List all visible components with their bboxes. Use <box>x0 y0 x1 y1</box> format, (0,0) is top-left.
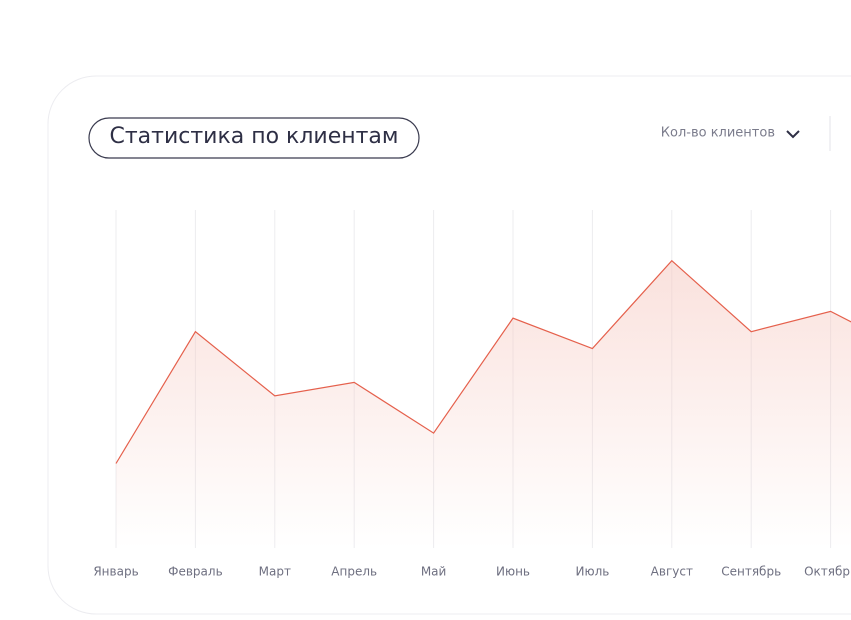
title-pill <box>88 117 420 159</box>
x-tick-label: Август <box>651 565 693 579</box>
x-tick-label: Сентябрь <box>721 565 781 579</box>
x-tick-label: Апрель <box>331 565 377 579</box>
dropdown-label[interactable]: Кол-во клиентов <box>661 126 775 141</box>
line <box>115 259 851 464</box>
x-tick-label: Февраль <box>168 565 223 579</box>
x-tick-label: Март <box>259 565 291 579</box>
x-tick-label: Июль <box>575 565 609 579</box>
x-tick-label: Июнь <box>496 565 530 579</box>
dropdown[interactable]: Кол-во клиентов <box>661 126 800 141</box>
area-fill <box>116 260 851 548</box>
x-tick-label: Октябрь <box>804 565 851 579</box>
x-tick-label: Январь <box>93 565 138 579</box>
x-tick-label: Май <box>421 565 447 579</box>
chart-title: Статистика по клиентам <box>109 124 398 149</box>
chevron[interactable] <box>786 130 800 139</box>
